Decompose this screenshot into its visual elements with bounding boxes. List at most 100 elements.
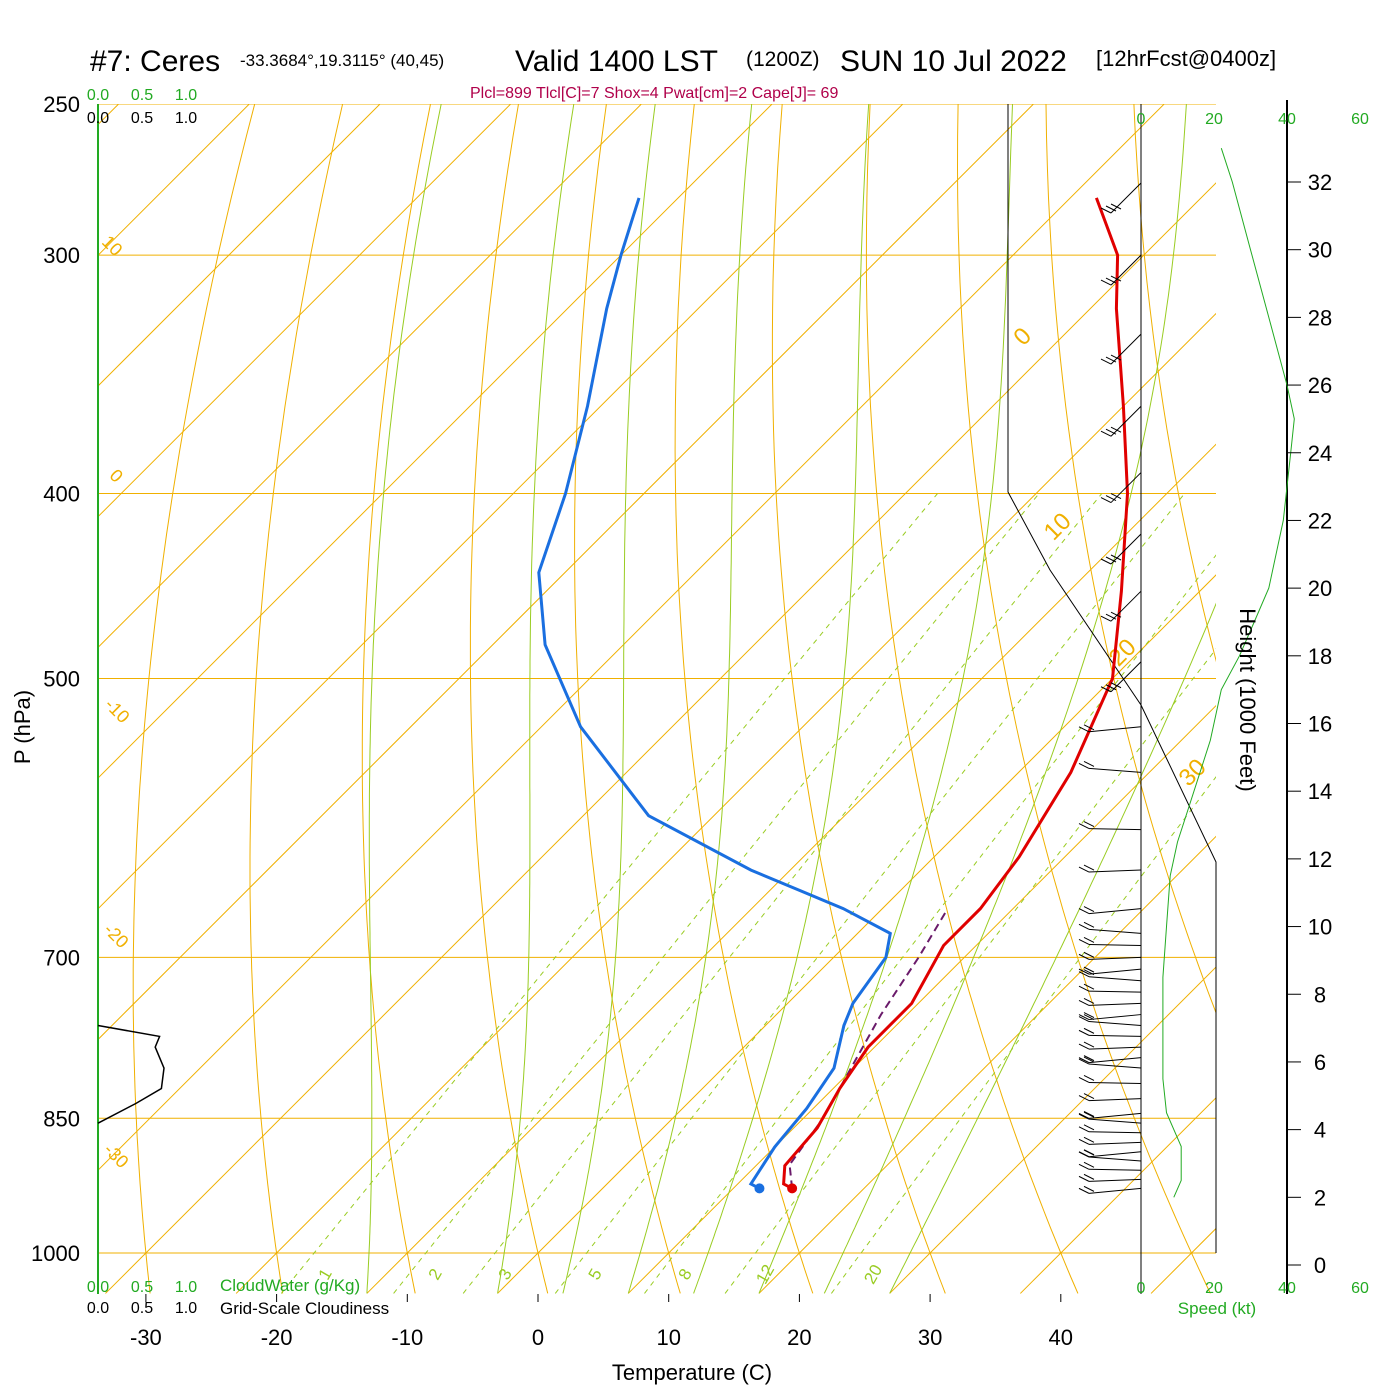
wind-barb-feather bbox=[1105, 356, 1117, 363]
cloudwater-tick-bottom: 0.5 bbox=[131, 1279, 153, 1296]
wind-barb-staff bbox=[1088, 1112, 1142, 1119]
wind-barb-staff bbox=[1088, 1141, 1142, 1145]
wind-barbs bbox=[1078, 182, 1142, 1194]
title-zulu: (1200Z) bbox=[746, 48, 820, 71]
isotherm-line bbox=[889, 966, 1216, 1294]
wind-barb-feather bbox=[1078, 1151, 1090, 1158]
wind-barb-feather bbox=[1078, 866, 1090, 873]
wind-barb-feather bbox=[1083, 966, 1095, 973]
dry-adiabat-line bbox=[771, 104, 946, 1294]
height-tick-label: 4 bbox=[1314, 1118, 1326, 1143]
wind-barb-staff bbox=[1088, 928, 1142, 934]
wind-barb-feather bbox=[1078, 971, 1090, 978]
surface-dewpoint-dot bbox=[754, 1183, 765, 1194]
isotherm-label: 0 bbox=[106, 465, 127, 486]
wind-barb-staff bbox=[1110, 182, 1142, 214]
moist-adiabat-line bbox=[758, 104, 1014, 1294]
wind-barb-feather bbox=[1083, 997, 1095, 1004]
height-tick-label: 28 bbox=[1308, 305, 1332, 330]
wind-barb-staff bbox=[1088, 828, 1142, 831]
wind-barb-feather bbox=[1078, 1112, 1090, 1119]
pressure-tick-label: 700 bbox=[43, 945, 80, 970]
wind-barb bbox=[1078, 1161, 1142, 1171]
mixing-ratio-line bbox=[830, 776, 1216, 1294]
pressure-tick-label: 500 bbox=[43, 667, 80, 692]
wind-barb bbox=[1078, 937, 1142, 946]
wind-barb-staff bbox=[1088, 1057, 1142, 1064]
x-tick-label: 30 bbox=[918, 1325, 942, 1350]
dry-adiabat-line bbox=[132, 104, 256, 1294]
plot-boundary bbox=[1007, 104, 1217, 1253]
wind-barb bbox=[1078, 1027, 1142, 1037]
isotherm-line bbox=[235, 312, 1216, 1294]
wind-barb-feather bbox=[1105, 205, 1117, 212]
wind-barb-feather bbox=[1105, 495, 1117, 502]
wind-barb bbox=[1078, 1012, 1142, 1021]
wind-barb bbox=[1100, 533, 1142, 565]
cloudiness-tick-top: 0.5 bbox=[131, 110, 153, 127]
moist-adiabat-line bbox=[889, 602, 1216, 1294]
wind-barb-feather bbox=[1083, 1027, 1095, 1034]
wind-barb-staff bbox=[1088, 1178, 1142, 1182]
wind-barb bbox=[1078, 983, 1142, 993]
wind-barb-feather bbox=[1083, 1173, 1095, 1180]
mixing-ratio-line bbox=[644, 554, 1216, 1294]
cloudwater-tick-bottom: 0.0 bbox=[87, 1279, 109, 1296]
wind-barb-feather bbox=[1078, 726, 1090, 733]
wind-barb-feather bbox=[1105, 556, 1117, 563]
dry-adiabat-line bbox=[574, 104, 681, 1294]
wind-barb-feather bbox=[1110, 611, 1122, 618]
cloudwater-tick-top: 0.0 bbox=[87, 87, 109, 104]
dry-adiabat-line bbox=[674, 104, 814, 1294]
wind-barb-feather bbox=[1083, 1055, 1095, 1062]
wind-barb-staff bbox=[1088, 1046, 1142, 1050]
speed-tick-label-bottom: 60 bbox=[1351, 1280, 1369, 1297]
wind-barb bbox=[1078, 1075, 1142, 1084]
plot-frame bbox=[97, 100, 1288, 1294]
wind-barb-staff bbox=[1088, 1168, 1142, 1171]
wind-barb-feather bbox=[1083, 1014, 1095, 1020]
isotherm-label: -20 bbox=[100, 919, 133, 952]
mixing-ratio-line bbox=[280, 493, 938, 1294]
wind-barb-feather bbox=[1100, 615, 1112, 622]
isotherm-label: -30 bbox=[100, 1139, 133, 1172]
wind-barb-staff bbox=[1088, 1098, 1142, 1102]
wind-barb bbox=[1078, 864, 1142, 873]
wind-barb-feather bbox=[1078, 923, 1090, 930]
cloudwater-tick-top: 0.5 bbox=[131, 87, 153, 104]
moist-adiabat-line bbox=[823, 104, 1187, 1294]
wind-barb-feather bbox=[1083, 724, 1095, 731]
wind-barb bbox=[1078, 1093, 1142, 1102]
wind-barb-staff bbox=[1088, 976, 1142, 982]
isotherm-line bbox=[1020, 1097, 1216, 1294]
wind-barb-feather bbox=[1083, 760, 1095, 767]
wind-barb bbox=[1078, 966, 1142, 975]
speed-tick-label-top: 0 bbox=[1137, 111, 1146, 128]
wind-barb bbox=[1078, 760, 1142, 773]
speed-label: Speed (kt) bbox=[1178, 1299, 1256, 1318]
wind-barb-feather bbox=[1110, 275, 1122, 282]
height-tick-label: 12 bbox=[1308, 847, 1332, 872]
wind-barb-feather bbox=[1105, 684, 1117, 691]
wind-barb-feather bbox=[1083, 937, 1095, 943]
wind-barb-staff bbox=[1088, 943, 1142, 946]
surface-temperature-dot bbox=[787, 1183, 798, 1194]
wind-barb-feather bbox=[1083, 1056, 1095, 1063]
height-axis-label: Height (1000 Feet) bbox=[1235, 608, 1260, 791]
mixing-ratio-label: 2 bbox=[425, 1265, 446, 1283]
wind-barb-feather bbox=[1083, 1110, 1095, 1117]
wind-barb-feather bbox=[1110, 426, 1122, 433]
cloudiness-tick-top: 0.0 bbox=[87, 110, 109, 127]
wind-barb-feather bbox=[1100, 558, 1112, 565]
dry-adiabat-line bbox=[1045, 104, 1216, 1015]
mixing-ratio-label: 8 bbox=[675, 1265, 696, 1283]
wind-barb-feather bbox=[1083, 1111, 1095, 1118]
isotherm-line bbox=[1150, 1227, 1216, 1294]
wind-barb-feather bbox=[1083, 1093, 1095, 1100]
mixing-ratio-label: 5 bbox=[585, 1265, 606, 1283]
isotherm-line bbox=[105, 182, 1216, 1294]
wind-barb-feather bbox=[1078, 1058, 1090, 1065]
wind-barb bbox=[1100, 333, 1142, 365]
wind-barb-feather bbox=[1083, 1149, 1095, 1156]
wind-barb bbox=[1078, 1124, 1142, 1134]
